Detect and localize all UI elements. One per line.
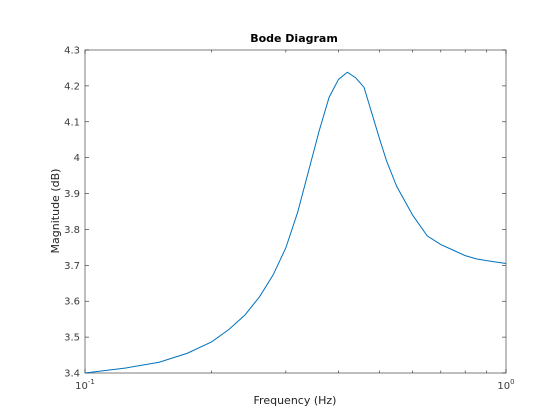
plot-frame	[84, 49, 507, 374]
series-group	[84, 71, 507, 374]
x-tick-labels: 10-1 100	[75, 378, 514, 392]
y-tick-label: 3.7	[64, 261, 80, 272]
y-axis-label: Magnitude (dB)	[49, 169, 62, 254]
x-axis-label: Frequency (Hz)	[254, 394, 337, 407]
y-tick-label: 3.5	[64, 333, 80, 344]
y-tick-label: 3.8	[64, 225, 80, 236]
y-tick-label: 3.9	[64, 189, 80, 200]
x-tick-label-exponent: 0	[510, 378, 514, 386]
y-tick-label: 4.3	[64, 46, 80, 57]
y-tick-labels: 3.4 3.5 3.6 3.7 3.8 3.9 4 4.1 4.2 4.3	[64, 46, 80, 380]
y-tick-label: 3.6	[64, 297, 80, 308]
y-tick-label: 4.1	[64, 117, 80, 128]
x-tick-label-base: 10	[497, 381, 510, 392]
x-tick-label: 100	[497, 378, 514, 392]
tick-marks	[84, 49, 507, 374]
x-tick-label-base: 10	[75, 381, 88, 392]
y-tick-label: 4.2	[64, 81, 80, 92]
magnitude-series-line	[84, 71, 507, 374]
y-tick-label: 3.4	[64, 369, 80, 380]
x-tick-label-exponent: -1	[88, 378, 95, 386]
chart-title: Bode Diagram	[250, 32, 338, 45]
x-tick-label: 10-1	[75, 378, 95, 392]
y-tick-label: 4	[74, 153, 80, 164]
